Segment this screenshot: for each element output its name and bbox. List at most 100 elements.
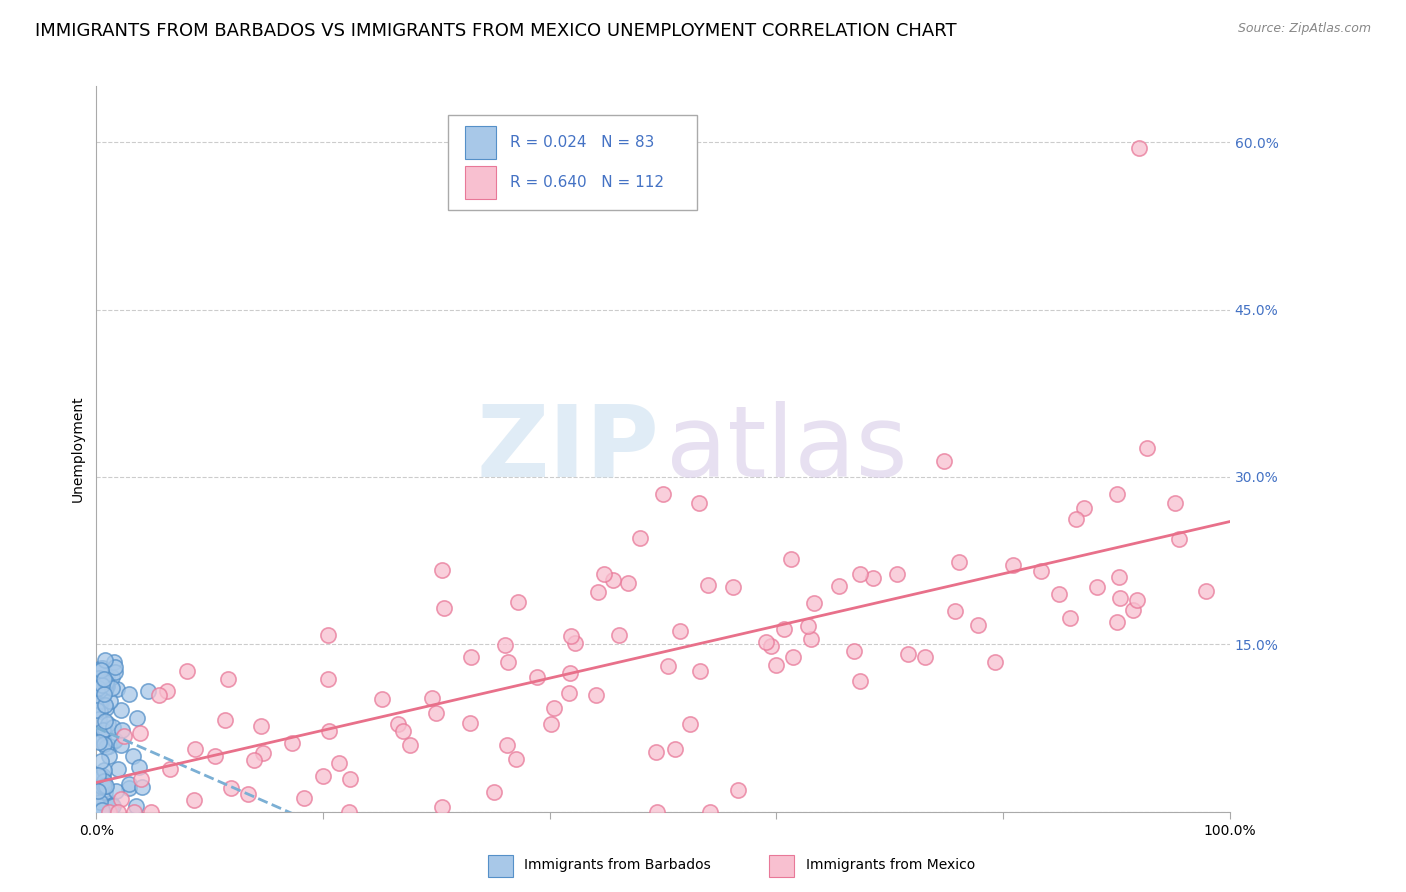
Point xyxy=(131,772,153,787)
Point xyxy=(896,648,918,662)
Point xyxy=(90,695,112,709)
Point xyxy=(652,486,675,500)
Point xyxy=(948,555,970,569)
Text: IMMIGRANTS FROM BARBADOS VS IMMIGRANTS FROM MEXICO UNEMPLOYMENT CORRELATION CHAR: IMMIGRANTS FROM BARBADOS VS IMMIGRANTS F… xyxy=(35,22,956,40)
Point xyxy=(122,805,145,819)
Point xyxy=(117,777,139,791)
Point xyxy=(430,563,453,577)
FancyBboxPatch shape xyxy=(447,115,697,210)
Point xyxy=(159,762,181,776)
Point xyxy=(104,665,127,680)
Point xyxy=(494,638,516,652)
Point xyxy=(780,551,803,566)
Point xyxy=(96,679,118,693)
Point xyxy=(316,628,339,642)
Point xyxy=(204,748,226,763)
Point xyxy=(249,719,271,733)
Point xyxy=(1122,603,1144,617)
Point xyxy=(679,717,702,731)
Point xyxy=(86,683,108,698)
Point xyxy=(932,454,955,468)
Point xyxy=(127,711,149,725)
Point xyxy=(526,670,548,684)
Point xyxy=(689,665,711,679)
Point xyxy=(1073,500,1095,515)
Point xyxy=(91,661,114,675)
Point xyxy=(131,780,153,794)
Point xyxy=(90,678,112,692)
Point xyxy=(1126,593,1149,607)
Point xyxy=(496,655,519,669)
Point xyxy=(91,673,114,688)
Point xyxy=(688,496,710,510)
Point xyxy=(91,803,114,817)
Point xyxy=(236,787,259,801)
Point xyxy=(1029,564,1052,578)
Point xyxy=(128,726,150,740)
Point xyxy=(156,684,179,698)
Point xyxy=(318,724,340,739)
Point xyxy=(91,769,114,783)
Point xyxy=(607,628,630,642)
Text: R = 0.640   N = 112: R = 0.640 N = 112 xyxy=(510,175,664,190)
Point xyxy=(585,688,607,702)
Point xyxy=(90,754,112,768)
Point xyxy=(862,571,884,585)
Point xyxy=(645,745,668,759)
Point xyxy=(318,673,340,687)
Point xyxy=(458,715,481,730)
Point xyxy=(984,656,1007,670)
Point xyxy=(796,619,818,633)
Point xyxy=(94,714,117,729)
Point xyxy=(86,681,108,696)
Point xyxy=(914,650,936,665)
Text: ZIP: ZIP xyxy=(477,401,659,498)
Point xyxy=(280,735,302,749)
Point xyxy=(505,752,527,766)
Point xyxy=(496,738,519,752)
Point xyxy=(90,779,112,793)
Point xyxy=(628,531,651,545)
Point xyxy=(328,756,350,771)
Point xyxy=(433,601,456,615)
Point xyxy=(311,769,333,783)
Point xyxy=(1128,141,1150,155)
Point xyxy=(1059,611,1081,625)
Point xyxy=(664,742,686,756)
Point xyxy=(420,691,443,706)
Point xyxy=(782,649,804,664)
Point xyxy=(96,669,118,683)
Point xyxy=(139,805,162,819)
Point xyxy=(94,798,117,813)
Point xyxy=(93,724,115,739)
Point xyxy=(96,675,118,690)
FancyBboxPatch shape xyxy=(465,166,496,199)
Point xyxy=(371,691,394,706)
Point xyxy=(90,663,112,677)
Point xyxy=(100,798,122,813)
Y-axis label: Unemployment: Unemployment xyxy=(72,396,86,502)
Point xyxy=(564,636,586,650)
Point xyxy=(1109,591,1132,606)
Point xyxy=(425,706,447,720)
Text: R = 0.024   N = 83: R = 0.024 N = 83 xyxy=(510,135,654,150)
Point xyxy=(118,687,141,701)
Point xyxy=(97,739,120,753)
Point xyxy=(828,578,851,592)
Point xyxy=(125,799,148,814)
Point xyxy=(1108,570,1130,584)
Point xyxy=(103,733,125,747)
Text: Immigrants from Barbados: Immigrants from Barbados xyxy=(524,858,711,872)
Point xyxy=(91,723,114,738)
Point xyxy=(98,694,121,708)
Text: atlas: atlas xyxy=(666,401,908,498)
Point xyxy=(1049,587,1071,601)
Point xyxy=(543,701,565,715)
Point xyxy=(110,792,132,806)
Point xyxy=(93,682,115,697)
Point xyxy=(93,774,115,789)
Point xyxy=(432,800,454,814)
Point xyxy=(387,717,409,731)
Point xyxy=(1164,496,1187,510)
Point xyxy=(97,749,120,764)
